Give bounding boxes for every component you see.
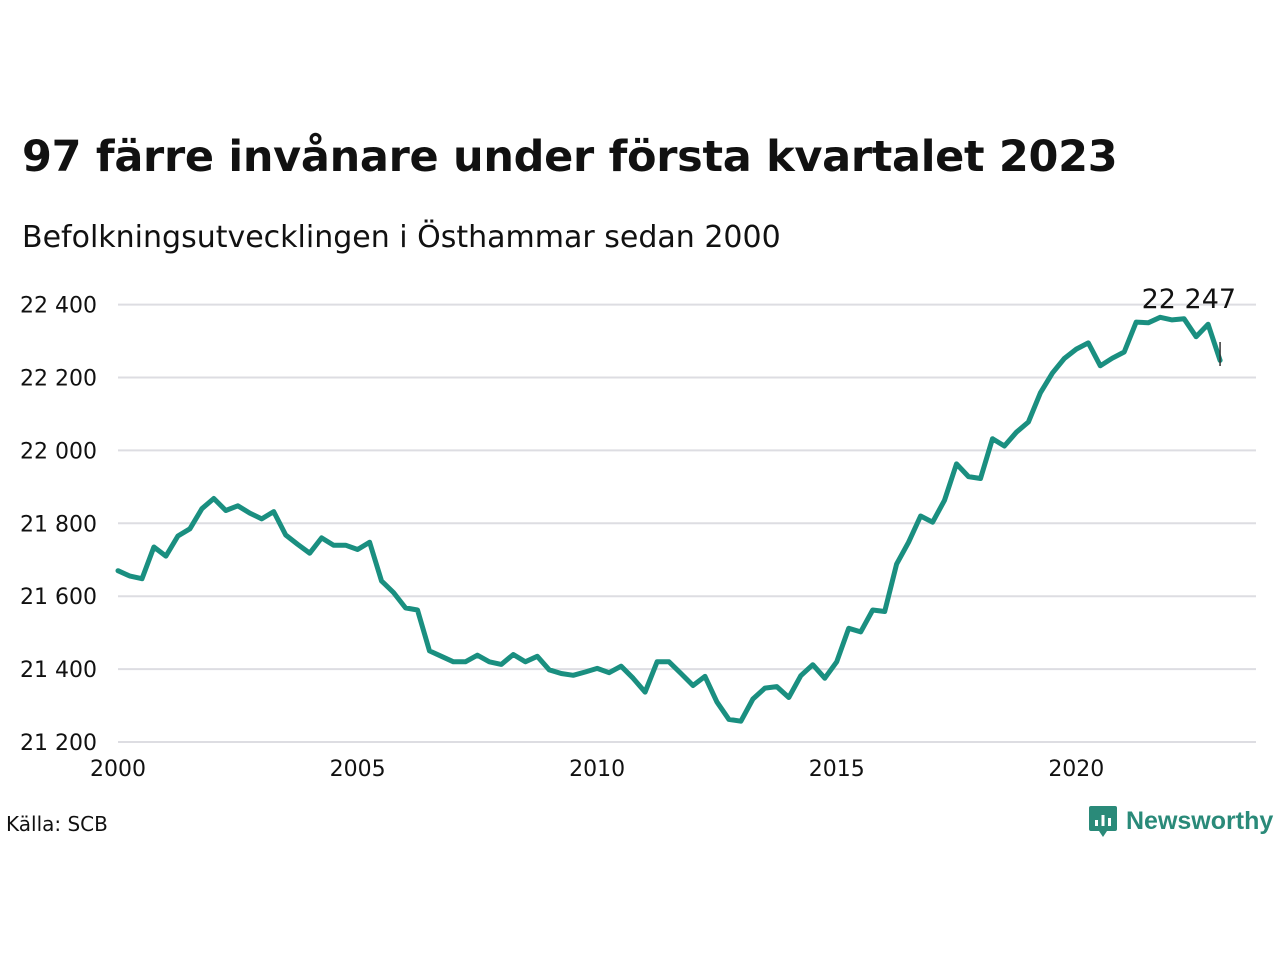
x-tick-label: 2000 xyxy=(90,757,146,782)
x-tick-label: 2020 xyxy=(1048,757,1104,782)
x-tick-label: 2005 xyxy=(330,757,386,782)
annotations: 22 247 xyxy=(1142,284,1236,366)
gridlines xyxy=(118,303,1256,743)
y-tick-label: 22 400 xyxy=(20,294,97,319)
y-tick-label: 21 600 xyxy=(20,585,97,610)
y-tick-label: 21 800 xyxy=(20,512,97,537)
y-tick-label: 21 200 xyxy=(20,731,97,756)
x-axis-ticks: 2000 2005 2010 2015 2020 xyxy=(90,757,1104,782)
chart-subtitle: Befolkningsutvecklingen i Östhammar seda… xyxy=(22,220,781,255)
x-tick-label: 2015 xyxy=(809,757,865,782)
newsworthy-logo-icon xyxy=(1089,806,1117,837)
y-axis-ticks: 21 200 21 400 21 600 21 800 22 000 22 200 22 4… xyxy=(20,294,97,756)
brand-name: Newsworthy xyxy=(1126,806,1274,835)
series-layer xyxy=(115,314,1223,724)
source-note: Källa: SCB xyxy=(6,812,108,836)
x-tick-label: 2010 xyxy=(569,757,625,782)
last-value-label: 22 247 xyxy=(1142,284,1236,315)
series-line xyxy=(115,314,1223,724)
y-tick-label: 22 000 xyxy=(20,439,97,464)
chart-title: 97 färre invånare under första kvartalet… xyxy=(22,132,1118,182)
y-tick-label: 22 200 xyxy=(20,366,97,391)
brand-logo: Newsworthy xyxy=(1088,804,1273,838)
y-tick-label: 21 400 xyxy=(20,658,97,683)
